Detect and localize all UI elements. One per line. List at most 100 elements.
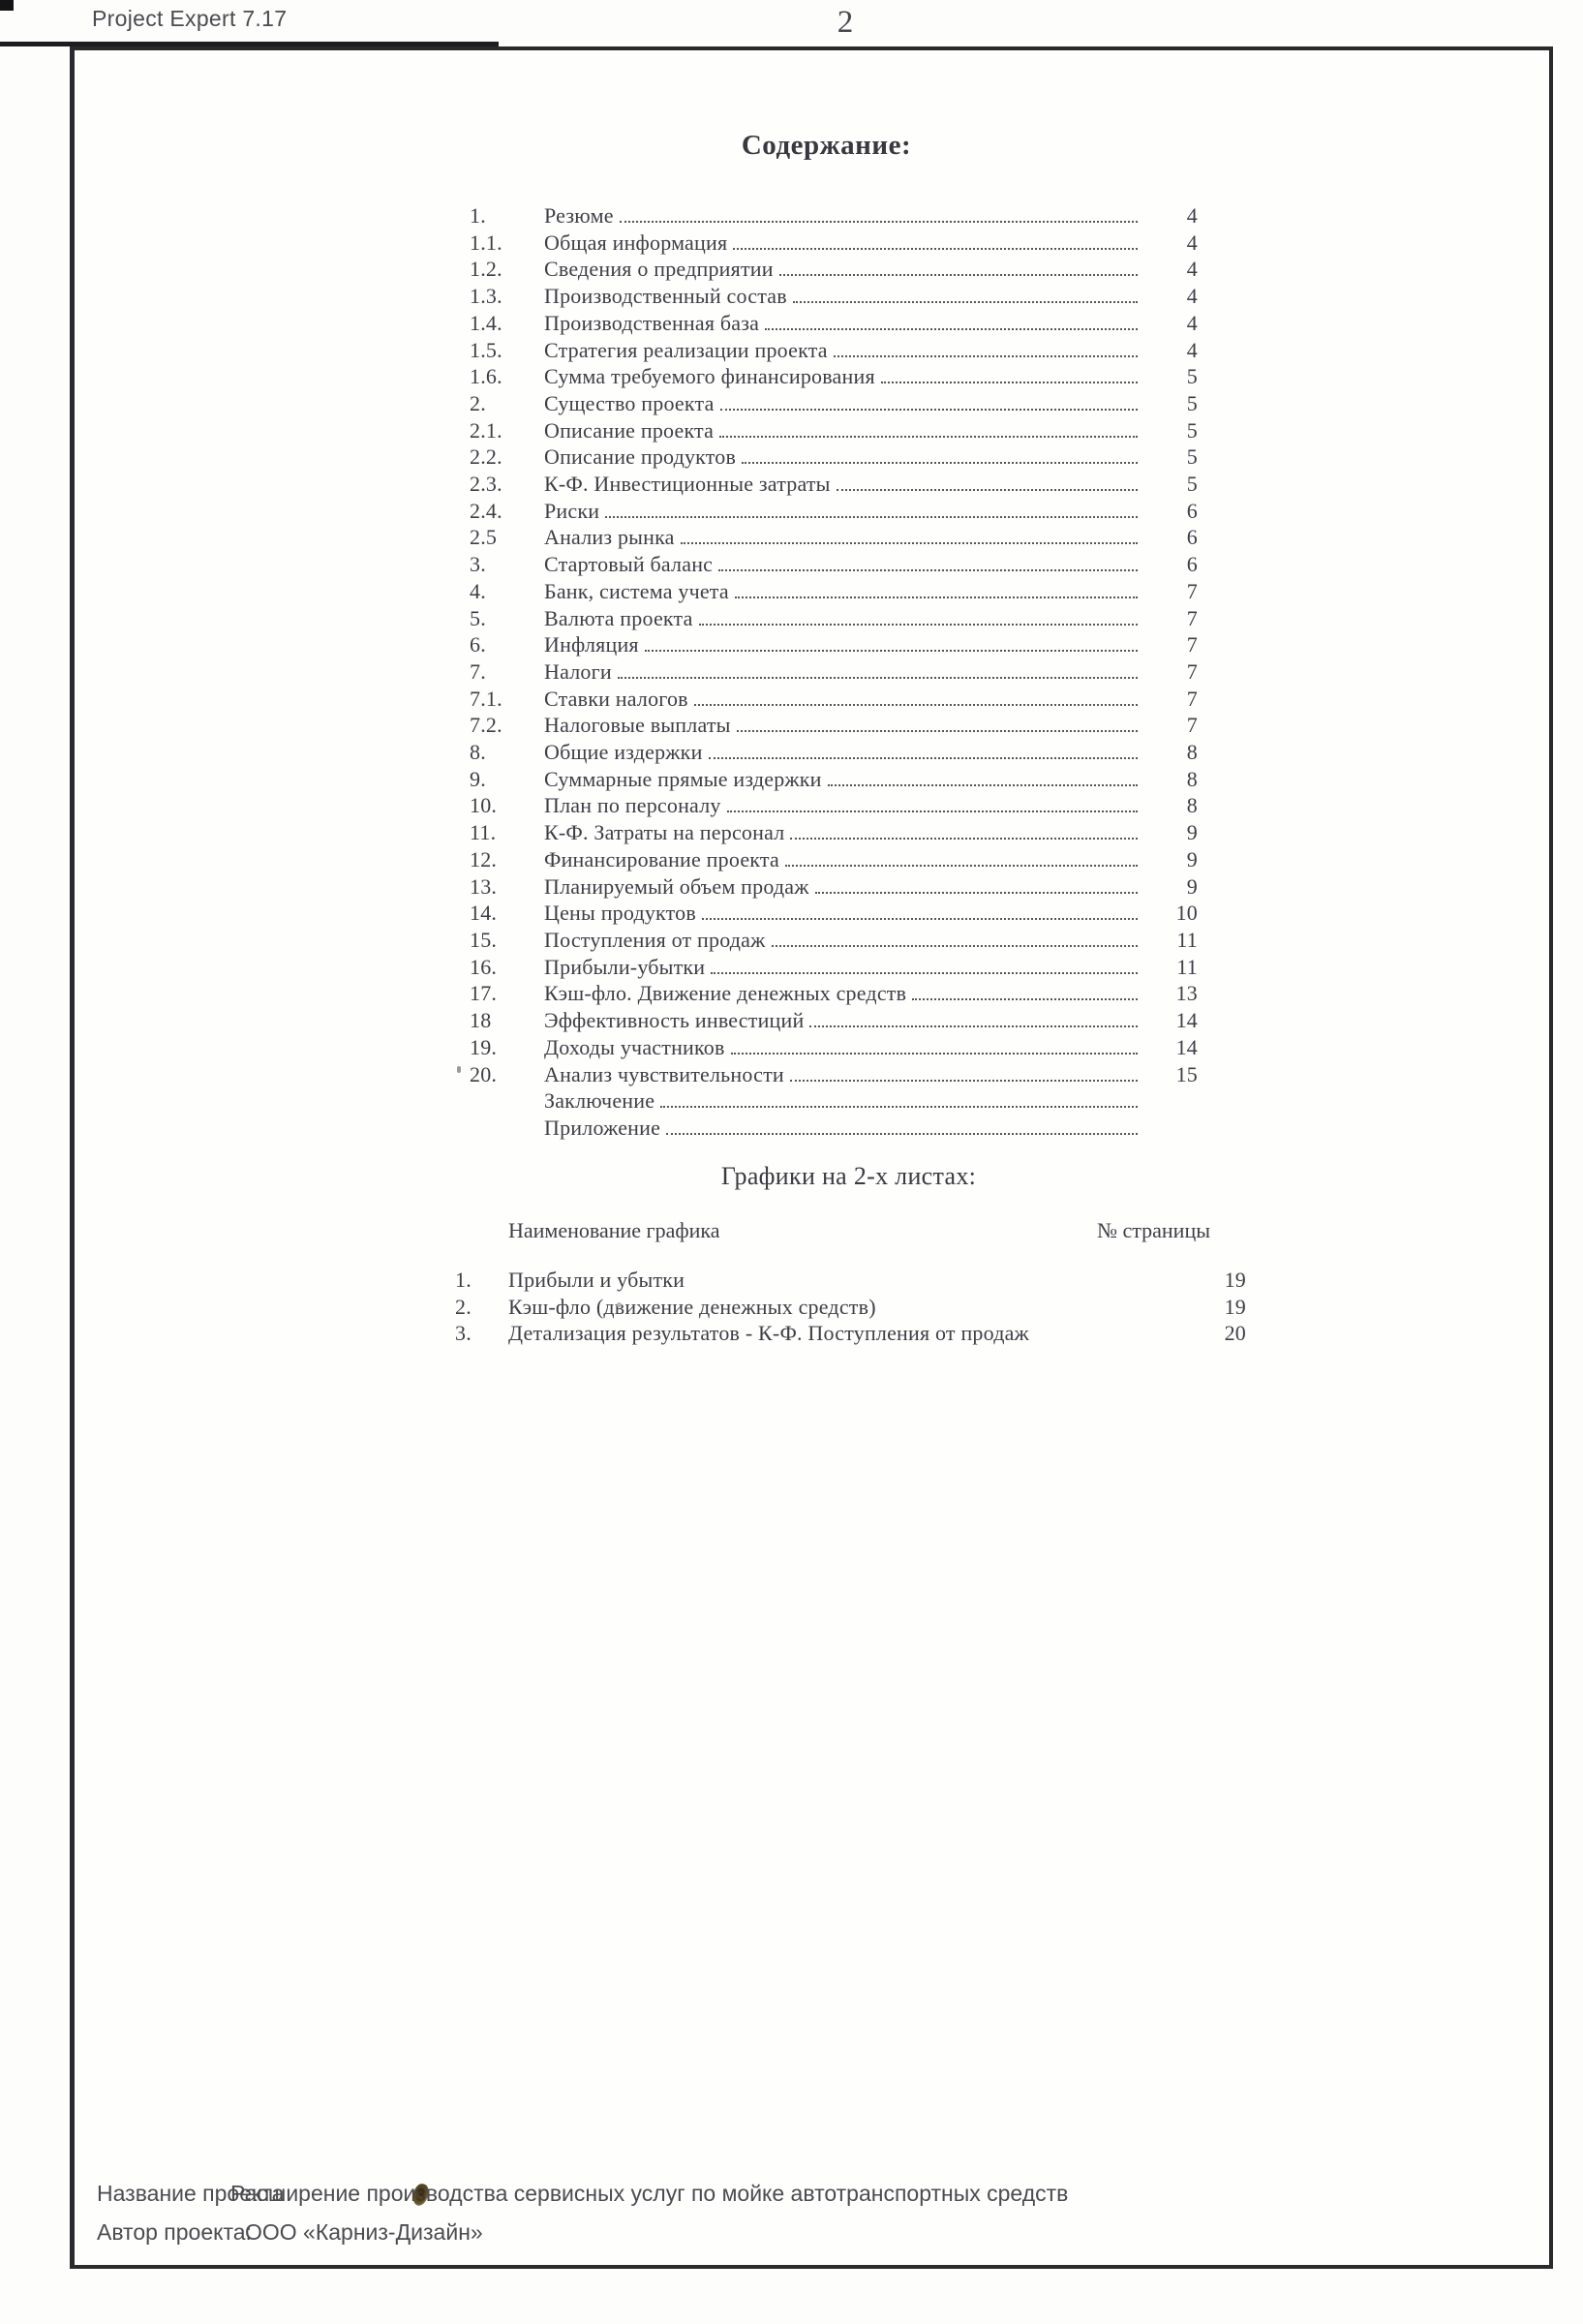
toc-entry-title: Описание проекта (544, 417, 715, 443)
toc-entry-title: Финансирование проекта (544, 846, 779, 872)
toc-entry-number: 4. (470, 578, 486, 603)
toc-entry: 17. Кэш-фло. Движение денежных средств 1… (470, 980, 1198, 1007)
toc-entry: 7.2. Налоговые выплаты 7 (470, 712, 1198, 739)
toc-leader-dots (814, 891, 1138, 894)
toc-leader-dots (836, 489, 1138, 492)
toc-leader-dots (619, 221, 1138, 223)
graphs-heading: Графики на 2-х листах: (720, 1162, 977, 1190)
toc-entry-title: Общая информация (544, 229, 728, 255)
footer-author-row: Автор проекта: ООО «Карниз-Дизайн» (97, 2219, 1530, 2258)
toc-entry-page: 8 (1186, 740, 1198, 765)
toc-entry-page: 5 (1186, 364, 1198, 389)
toc-entry-number: 11. (470, 820, 497, 845)
graph-entry-page: 19 (1224, 1268, 1246, 1292)
toc-entry: 8. Общие издержки 8 (470, 739, 1198, 766)
toc-entry-number: 1. (470, 203, 486, 228)
toc-entry: 12. Финансирование проекта 9 (470, 846, 1198, 873)
toc-entry-title: Налоги (544, 658, 612, 684)
toc-entry-page: 4 (1186, 229, 1198, 255)
toc-entry-title: К-Ф. Инвестиционные затраты (544, 472, 831, 497)
toc-entry: 1.2. Сведения о предприятии 4 (470, 256, 1198, 283)
toc-entry-number: 1.1. (470, 229, 502, 255)
graph-entry-title: Кэш-фло (движение денежных средств) (508, 1294, 876, 1319)
toc-leader-dots (708, 757, 1138, 760)
toc-entry-page: 5 (1186, 472, 1198, 497)
toc-leader-dots (771, 944, 1138, 947)
toc-entry-number: 19. (470, 1034, 498, 1059)
toc-leader-dots (880, 382, 1138, 384)
toc-entry-title: Инфляция (544, 632, 639, 657)
graph-entry-page: 20 (1224, 1321, 1246, 1345)
toc-entry: 7.1. Ставки налогов 7 (470, 686, 1198, 713)
toc-entry: 19. Доходы участников 14 (470, 1034, 1198, 1061)
toc-entry: 6. Инфляция 7 (470, 631, 1198, 658)
toc-entry: 16. Прибыли-убытки 11 (470, 954, 1198, 981)
toc-entry-page: 11 (1176, 954, 1198, 979)
toc-entry-page: 4 (1186, 203, 1198, 228)
toc-leader-dots (827, 783, 1138, 786)
toc-entry-page: 9 (1186, 873, 1198, 899)
toc-entry-title: Производственный состав (544, 284, 787, 309)
toc-entry-number: 8. (470, 740, 486, 765)
toc-entry-page: 13 (1175, 981, 1198, 1006)
toc-entry-title: Сумма требуемого финансирования (544, 364, 875, 389)
toc-list: 1. Резюме 4 1.1. Общая информация 4 1.2.… (470, 202, 1198, 1142)
toc-entry-number: 1.5. (470, 337, 502, 362)
toc-entry: 2.4. Риски 6 (470, 498, 1198, 525)
toc-entry: 4. Банк, система учета 7 (470, 578, 1198, 605)
toc-entry-number: 14. (470, 901, 498, 926)
toc-entry-page: 15 (1175, 1061, 1198, 1086)
toc-entry-title: Стратегия реализации проекта (544, 337, 828, 362)
toc-entry-number: 20. (470, 1061, 498, 1086)
toc-entry-number: 2.3. (470, 472, 502, 497)
toc-entry-page: 6 (1186, 552, 1198, 577)
toc-entry-title: Производственная база (544, 310, 760, 335)
toc-entry: 2. Существо проекта 5 (470, 390, 1198, 417)
toc-entry-number: 2.4. (470, 498, 502, 523)
toc-entry: 1. Резюме 4 (470, 202, 1198, 229)
toc-entry-page: 4 (1186, 284, 1198, 309)
scan-speck (457, 1066, 461, 1073)
toc-leader-dots (666, 1132, 1138, 1135)
scan-speck (617, 1302, 622, 1307)
toc-leader-dots (733, 247, 1138, 250)
page-frame: Содержание: 1. Резюме 4 1.1. Общая инфор… (70, 46, 1553, 2269)
toc-entry-number: 2.1. (470, 417, 502, 443)
toc-entry-number: 2.5 (470, 525, 498, 550)
graph-entry-title: Детализация результатов - К-Ф. Поступлен… (508, 1321, 1029, 1345)
toc-entry-number: 6. (470, 632, 486, 657)
toc-leader-dots (644, 650, 1138, 653)
toc-leader-dots (726, 810, 1138, 813)
toc-entry-page: 8 (1186, 766, 1198, 791)
toc-leader-dots (790, 838, 1138, 841)
toc-leader-dots (792, 301, 1138, 304)
toc-entry-page: 6 (1186, 525, 1198, 550)
toc-entry-page: 4 (1186, 310, 1198, 335)
toc-leader-dots (833, 354, 1138, 357)
toc-entry-page: 6 (1186, 498, 1198, 523)
toc-entry-title: Описание продуктов (544, 444, 737, 470)
toc-entry-title: Суммарные прямые издержки (544, 766, 822, 791)
toc-entry-title: Прибыли-убытки (544, 954, 706, 979)
toc-entry-number: 10. (470, 793, 498, 818)
toc-entry-number: 2. (470, 390, 486, 415)
toc-entry: 3. Стартовый баланс 6 (470, 551, 1198, 578)
toc-entry-page: 5 (1186, 417, 1198, 443)
toc-leader-dots (719, 408, 1138, 411)
toc-entry-number: 7. (470, 658, 486, 684)
toc-entry-page: 4 (1186, 257, 1198, 282)
project-footer: Название проекта Расширение производства… (97, 2181, 1530, 2258)
toc-entry-number: 18 (470, 1008, 492, 1033)
toc-entry: 1.3. Производственный состав 4 (470, 283, 1198, 310)
toc-entry-number: 1.3. (470, 284, 502, 309)
toc-leader-dots (784, 864, 1138, 867)
toc-entry-page: 14 (1175, 1008, 1198, 1033)
toc-entry-title: Цены продуктов (544, 901, 696, 926)
toc-entry: 1.4. Производственная база 4 (470, 310, 1198, 337)
toc-entry-page: 7 (1186, 632, 1198, 657)
toc-entry: 14. Цены продуктов 10 (470, 900, 1198, 927)
toc-leader-dots (734, 596, 1138, 598)
toc-entry: 2.3. К-Ф. Инвестиционные затраты 5 (470, 471, 1198, 498)
toc-leader-dots (701, 918, 1138, 921)
page-number: 2 (837, 5, 854, 40)
